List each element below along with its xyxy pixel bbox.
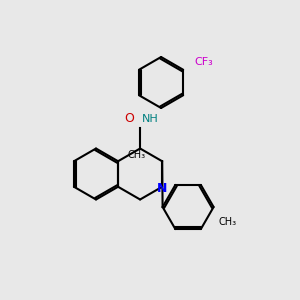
Text: NH: NH (142, 113, 159, 124)
Text: CH₃: CH₃ (219, 217, 237, 227)
Text: N: N (157, 182, 167, 195)
Text: O: O (125, 112, 134, 125)
Text: CF₃: CF₃ (194, 57, 213, 67)
Text: CH₃: CH₃ (127, 150, 145, 160)
